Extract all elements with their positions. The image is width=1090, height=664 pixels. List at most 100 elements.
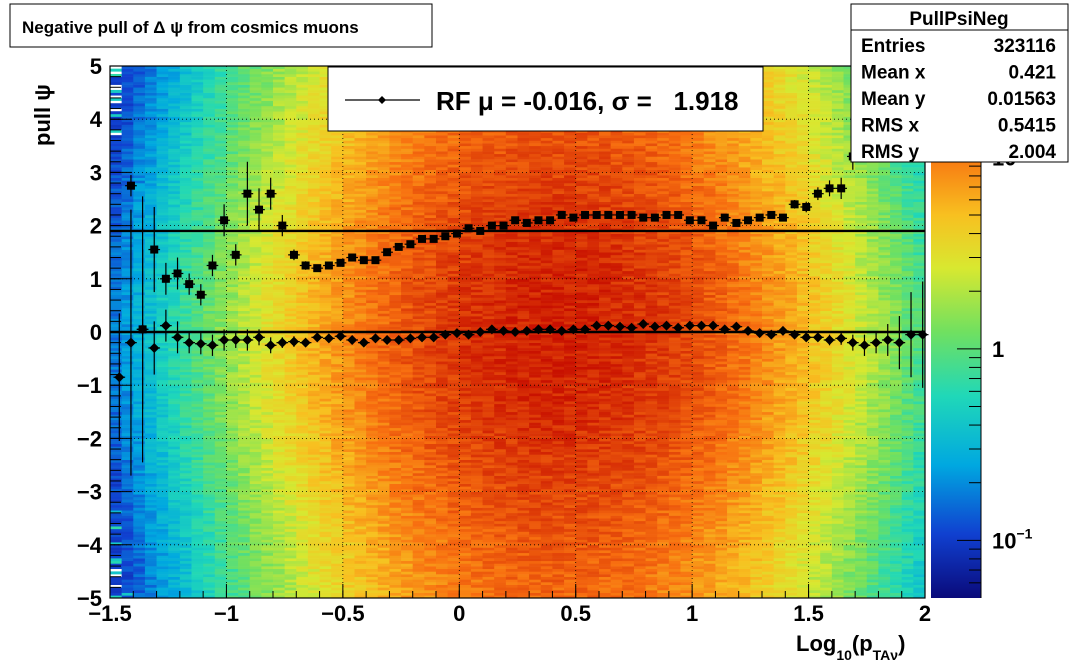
heatmap-cell bbox=[156, 124, 169, 128]
heatmap-cell bbox=[319, 159, 332, 163]
heatmap-cell bbox=[342, 574, 355, 578]
heatmap-cell bbox=[156, 496, 169, 500]
heatmap-cell bbox=[296, 459, 309, 463]
heatmap-cell bbox=[389, 555, 402, 559]
heatmap-cell bbox=[249, 459, 262, 463]
heatmap-cell bbox=[296, 515, 309, 519]
heatmap-cell bbox=[238, 499, 251, 503]
heatmap-cell bbox=[179, 81, 192, 85]
heatmap-cell bbox=[366, 185, 379, 189]
heatmap-cell bbox=[273, 305, 286, 309]
heatmap-cell bbox=[273, 297, 286, 301]
heatmap-cell bbox=[331, 419, 344, 423]
heatmap-cell bbox=[331, 193, 344, 197]
heatmap-cell bbox=[249, 268, 262, 272]
heatmap-cell bbox=[156, 129, 169, 133]
heatmap-cell bbox=[389, 425, 402, 429]
heatmap-cell bbox=[249, 478, 262, 482]
heatmap-cell bbox=[331, 387, 344, 391]
heatmap-cell bbox=[284, 73, 297, 77]
heatmap-cell bbox=[168, 297, 181, 301]
heatmap-cell bbox=[284, 270, 297, 274]
heatmap-cell bbox=[179, 441, 192, 445]
heatmap-cell bbox=[168, 571, 181, 575]
heatmap-cell bbox=[377, 313, 390, 317]
heatmap-cell bbox=[307, 395, 320, 399]
heatmap-cell bbox=[307, 486, 320, 490]
heatmap-cell bbox=[214, 244, 227, 248]
heatmap-cell bbox=[156, 587, 169, 591]
heatmap-cell bbox=[156, 164, 169, 168]
heatmap-cell bbox=[110, 129, 123, 133]
heatmap-cell bbox=[319, 92, 332, 96]
heatmap-cell bbox=[366, 145, 379, 149]
heatmap-cell bbox=[377, 281, 390, 285]
heatmap-cell bbox=[261, 156, 274, 160]
heatmap-cell bbox=[273, 385, 286, 389]
heatmap-cell bbox=[249, 188, 262, 192]
heatmap-cell bbox=[203, 196, 216, 200]
heatmap-cell bbox=[238, 377, 251, 381]
heatmap-cell bbox=[342, 270, 355, 274]
heatmap-cell bbox=[284, 214, 297, 218]
heatmap-cell bbox=[214, 111, 227, 115]
heatmap-cell bbox=[121, 225, 134, 229]
heatmap-cell bbox=[144, 425, 157, 429]
heatmap-cell bbox=[110, 478, 123, 482]
heatmap-cell bbox=[238, 574, 251, 578]
heatmap-cell bbox=[191, 515, 204, 519]
heatmap-cell bbox=[296, 79, 309, 83]
heatmap-cell bbox=[261, 547, 274, 551]
heatmap-cell bbox=[307, 313, 320, 317]
heatmap-cell bbox=[226, 467, 239, 471]
heatmap-cell bbox=[296, 84, 309, 88]
heatmap-cell bbox=[307, 153, 320, 157]
heatmap-cell bbox=[214, 363, 227, 367]
heatmap-cell bbox=[214, 236, 227, 240]
heatmap-cell bbox=[319, 462, 332, 466]
heatmap-cell bbox=[354, 308, 367, 312]
heatmap-cell bbox=[366, 252, 379, 256]
heatmap-cell bbox=[331, 345, 344, 349]
heatmap-cell bbox=[144, 531, 157, 535]
heatmap-cell bbox=[144, 135, 157, 139]
heatmap-cell bbox=[168, 230, 181, 234]
heatmap-cell bbox=[110, 169, 123, 173]
heatmap-cell bbox=[342, 491, 355, 495]
heatmap-cell bbox=[179, 103, 192, 107]
heatmap-cell bbox=[284, 411, 297, 415]
heatmap-cell bbox=[366, 265, 379, 269]
heatmap-cell bbox=[261, 233, 274, 237]
heatmap-cell bbox=[133, 92, 146, 96]
heatmap-cell bbox=[214, 443, 227, 447]
heatmap-cell bbox=[273, 422, 286, 426]
heatmap-cell bbox=[377, 262, 390, 266]
heatmap-cell bbox=[331, 185, 344, 189]
heatmap-cell bbox=[389, 523, 402, 527]
heatmap-cell bbox=[342, 403, 355, 407]
heatmap-cell bbox=[296, 563, 309, 567]
heatmap-cell bbox=[203, 512, 216, 516]
heatmap-cell bbox=[144, 499, 157, 503]
heatmap-cell bbox=[273, 526, 286, 530]
heatmap-cell bbox=[342, 382, 355, 386]
heatmap-cell bbox=[156, 435, 169, 439]
heatmap-cell bbox=[191, 379, 204, 383]
heatmap-cell bbox=[214, 395, 227, 399]
heatmap-cell bbox=[191, 79, 204, 83]
heatmap-cell bbox=[238, 281, 251, 285]
heatmap-cell bbox=[179, 488, 192, 492]
heatmap-cell bbox=[226, 105, 239, 109]
heatmap-cell bbox=[342, 244, 355, 248]
heatmap-cell bbox=[342, 358, 355, 362]
heatmap-cell bbox=[284, 560, 297, 564]
heatmap-cell bbox=[273, 411, 286, 415]
heatmap-cell bbox=[273, 472, 286, 476]
heatmap-cell bbox=[307, 92, 320, 96]
heatmap-cell bbox=[226, 419, 239, 423]
heatmap-cell bbox=[366, 568, 379, 572]
heatmap-cell bbox=[214, 79, 227, 83]
heatmap-cell bbox=[214, 297, 227, 301]
heatmap-cell bbox=[342, 366, 355, 370]
heatmap-cell bbox=[168, 137, 181, 141]
